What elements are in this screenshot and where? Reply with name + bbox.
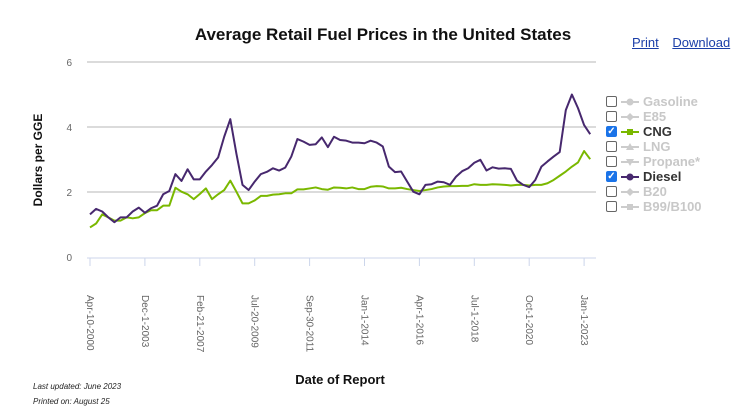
legend-marker-icon — [621, 203, 639, 210]
series-line-diesel — [89, 93, 592, 224]
legend-checkbox[interactable] — [606, 96, 617, 107]
x-tick-label: Apr-10-2000 — [84, 295, 95, 351]
legend-item-b20[interactable]: B20 — [606, 184, 702, 199]
legend-label: Diesel — [643, 169, 682, 184]
x-tick-label: Jul-1-2018 — [468, 295, 479, 343]
legend-checkbox[interactable] — [606, 141, 617, 152]
legend-item-propane[interactable]: Propane* — [606, 154, 702, 169]
legend-checkbox[interactable] — [606, 156, 617, 167]
y-tick-label: 2 — [66, 188, 72, 199]
legend-item-cng[interactable]: ✓ CNG — [606, 124, 702, 139]
legend-label: LNG — [643, 139, 671, 154]
legend-marker-icon — [621, 128, 639, 135]
legend-checkbox[interactable] — [606, 201, 617, 212]
print-link[interactable]: Print — [632, 35, 659, 50]
legend-checkbox[interactable]: ✓ — [606, 171, 617, 182]
last-updated: Last updated: June 2023 — [33, 382, 122, 391]
legend-label: CNG — [643, 124, 672, 139]
printed-on: Printed on: August 25 — [33, 397, 110, 406]
legend-item-e85[interactable]: E85 — [606, 109, 702, 124]
legend-marker-icon — [621, 158, 639, 166]
legend-item-diesel[interactable]: ✓ Diesel — [606, 169, 702, 184]
legend-marker-icon — [621, 142, 639, 150]
series-line-cng — [89, 150, 591, 229]
legend-marker-icon — [621, 187, 639, 196]
legend: Gasoline E85 ✓ CNG LNG Propane* ✓ Diesel B20 B99/… — [606, 94, 702, 214]
legend-item-gasoline[interactable]: Gasoline — [606, 94, 702, 109]
x-tick-label: Feb-21-2007 — [194, 295, 205, 353]
legend-label: E85 — [643, 109, 667, 124]
legend-marker-icon — [621, 112, 639, 121]
legend-checkbox[interactable] — [606, 111, 617, 122]
chart-title: Average Retail Fuel Prices in the United… — [194, 25, 572, 44]
legend-label: Propane* — [643, 154, 701, 169]
y-tick-label: 4 — [66, 123, 72, 134]
y-axis-title: Dollars per GGE — [31, 114, 45, 207]
x-tick-label: Sep-30-2011 — [304, 295, 315, 353]
x-tick-label: Dec-1-2003 — [139, 295, 150, 348]
download-link[interactable]: Download — [672, 35, 731, 50]
x-tick-label: Jan-1-2023 — [578, 295, 589, 346]
legend-marker-icon — [621, 98, 639, 105]
x-tick-label: Apr-1-2016 — [413, 295, 424, 345]
x-tick-label: Jul-20-2009 — [249, 295, 260, 348]
y-tick-label: 0 — [66, 253, 72, 264]
legend-label: B20 — [643, 184, 667, 199]
legend-label: Gasoline — [643, 94, 698, 109]
legend-item-b99b100[interactable]: B99/B100 — [606, 199, 702, 214]
legend-label: B99/B100 — [643, 199, 702, 214]
chart-links: Print Download — [632, 35, 740, 50]
x-axis-title: Date of Report — [295, 372, 385, 387]
legend-checkbox[interactable] — [606, 186, 617, 197]
x-tick-label: Jan-1-2014 — [359, 295, 370, 346]
legend-item-lng[interactable]: LNG — [606, 139, 702, 154]
legend-checkbox[interactable]: ✓ — [606, 126, 617, 137]
y-tick-label: 6 — [66, 58, 72, 69]
legend-marker-icon — [621, 173, 639, 180]
x-tick-label: Oct-1-2020 — [523, 295, 534, 345]
